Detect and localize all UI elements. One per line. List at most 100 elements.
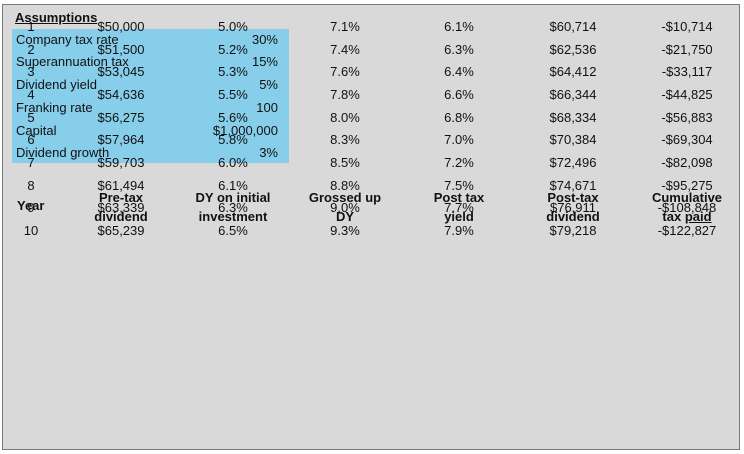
header-line: Post tax — [433, 190, 485, 205]
pretax-dividend-cell: $51,500 — [97, 42, 145, 57]
pretax-dividend-cell: $54,636 — [97, 87, 145, 102]
post-tax-dividend-cell: $74,671 — [549, 178, 597, 193]
year-cell: 4 — [27, 87, 35, 102]
header-line: tax paid — [637, 207, 737, 226]
header-fragment: paid — [684, 209, 712, 224]
assumption-value: 15% — [251, 54, 278, 69]
post-tax-dividend-cell: $60,714 — [549, 19, 597, 34]
assumption-value: 5% — [259, 77, 278, 92]
assumptions-title: Assumptions — [15, 10, 98, 25]
post-tax-dividend-cell: $72,496 — [549, 155, 597, 170]
dy-initial-cell: 5.8% — [218, 132, 248, 147]
header-line: DY — [335, 209, 355, 224]
post-tax-dividend-cell: $70,384 — [549, 132, 597, 147]
cumulative-tax-cell: -$69,304 — [661, 132, 713, 147]
post-tax-yield-cell: 6.6% — [444, 87, 474, 102]
assumption-row: Capital $1,000,000 — [12, 120, 289, 142]
header-cumulative-tax-paid: Cumulative tax paid — [637, 188, 737, 226]
cumulative-tax-cell: -$21,750 — [661, 42, 713, 57]
post-tax-dividend-cell: $68,334 — [549, 110, 597, 125]
pretax-dividend-cell: $65,239 — [97, 223, 145, 238]
post-tax-yield-cell: 6.4% — [444, 64, 474, 79]
year-cell: 7 — [27, 155, 35, 170]
assumption-label: Franking rate — [16, 100, 93, 115]
dy-initial-cell: 6.5% — [218, 223, 248, 238]
header-dy-initial: DY on initial investment — [175, 188, 291, 226]
assumption-label: Dividend growth — [16, 145, 110, 160]
header-line: investment — [198, 209, 268, 224]
post-tax-dividend-cell: $62,536 — [549, 42, 597, 57]
assumption-value: 3% — [259, 145, 278, 160]
header-post-tax-yield: Post tax yield — [409, 188, 509, 226]
pretax-dividend-cell: $59,703 — [97, 155, 145, 170]
pretax-dividend-cell: $53,045 — [97, 64, 145, 79]
cumulative-tax-cell: -$33,117 — [661, 64, 713, 79]
grossed-up-dy-cell: 7.1% — [330, 19, 360, 34]
grossed-up-dy-cell: 7.8% — [330, 87, 360, 102]
year-cell: 1 — [27, 19, 35, 34]
header-grossed-up-dy: Grossed up DY — [295, 188, 395, 226]
post-tax-yield-cell: 7.7% — [444, 200, 474, 215]
grossed-up-dy-cell: 8.5% — [330, 155, 360, 170]
assumption-row: Superannuation tax 15% — [12, 51, 289, 73]
post-tax-dividend-cell: $64,412 — [549, 64, 597, 79]
dy-initial-cell: 6.0% — [218, 155, 248, 170]
year-cell: 6 — [27, 132, 35, 147]
year-cell: 5 — [27, 110, 35, 125]
assumption-label: Dividend yield — [16, 77, 97, 92]
dy-initial-cell: 5.5% — [218, 87, 248, 102]
assumption-row: Dividend yield 5% — [12, 74, 289, 96]
year-cell: 3 — [27, 64, 35, 79]
cumulative-tax-cell: -$10,714 — [661, 19, 713, 34]
assumption-row: Franking rate 100 — [12, 97, 289, 119]
header-pretax-dividend: Pre-tax dividend — [71, 188, 171, 226]
dy-initial-cell: 5.0% — [218, 19, 248, 34]
year-cell: 2 — [27, 42, 35, 57]
assumption-label: Superannuation tax — [16, 54, 129, 69]
assumption-label: Company tax rate — [16, 32, 119, 47]
header-line: Grossed up — [308, 190, 382, 205]
assumption-value: 100 — [256, 100, 278, 115]
header-line: dividend — [94, 209, 148, 224]
pretax-dividend-cell: $61,494 — [97, 178, 145, 193]
post-tax-yield-cell: 7.5% — [444, 178, 474, 193]
assumption-label: Capital — [16, 123, 57, 138]
dy-initial-cell: 5.3% — [218, 64, 248, 79]
pretax-dividend-cell: $57,964 — [97, 132, 145, 147]
header-line: Cumulative — [651, 190, 723, 205]
cumulative-tax-cell: -$108,848 — [657, 200, 717, 215]
header-line: Pre-tax — [98, 190, 144, 205]
grossed-up-dy-cell: 8.8% — [330, 178, 360, 193]
grossed-up-dy-cell: 8.3% — [330, 132, 360, 147]
header-line: dividend — [546, 209, 600, 224]
pretax-dividend-cell: $50,000 — [97, 19, 145, 34]
header-year: Year — [17, 198, 45, 213]
dy-initial-cell: 6.3% — [218, 200, 248, 215]
post-tax-dividend-cell: $79,218 — [549, 223, 597, 238]
year-cell: 9 — [27, 200, 35, 215]
assumption-row: Dividend growth 3% — [12, 142, 289, 164]
grossed-up-dy-cell: 9.0% — [330, 200, 360, 215]
post-tax-yield-cell: 6.8% — [444, 110, 474, 125]
header-line: yield — [444, 209, 474, 224]
spreadsheet-panel: Assumptions Company tax rate 30% Superan… — [2, 4, 740, 450]
dy-initial-cell: 6.1% — [218, 178, 248, 193]
pretax-dividend-cell: $56,275 — [97, 110, 145, 125]
post-tax-yield-cell: 7.9% — [444, 223, 474, 238]
header-post-tax-dividend: Post-tax dividend — [523, 188, 623, 226]
assumption-value: $1,000,000 — [212, 123, 278, 138]
year-cell: 10 — [23, 223, 39, 238]
cumulative-tax-cell: -$44,825 — [661, 87, 713, 102]
assumption-row: Company tax rate 30% — [12, 29, 289, 51]
cumulative-tax-cell: -$95,275 — [661, 178, 713, 193]
cumulative-tax-cell: -$122,827 — [657, 223, 717, 238]
cumulative-tax-cell: -$82,098 — [661, 155, 713, 170]
grossed-up-dy-cell: 7.6% — [330, 64, 360, 79]
grossed-up-dy-cell: 8.0% — [330, 110, 360, 125]
dy-initial-cell: 5.2% — [218, 42, 248, 57]
year-cell: 8 — [27, 178, 35, 193]
post-tax-yield-cell: 6.1% — [444, 19, 474, 34]
post-tax-dividend-cell: $66,344 — [549, 87, 597, 102]
header-line: Post-tax — [547, 190, 599, 205]
cumulative-tax-cell: -$56,883 — [661, 110, 713, 125]
